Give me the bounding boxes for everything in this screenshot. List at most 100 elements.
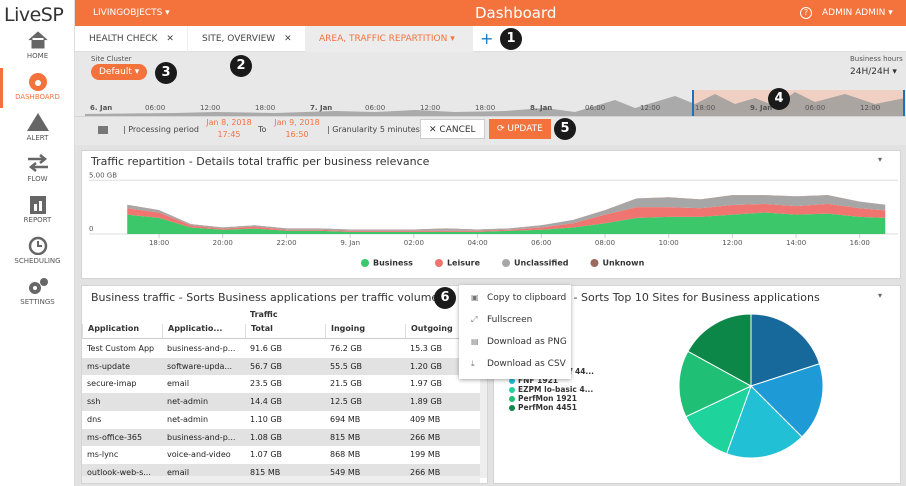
column-label: Ingoing	[331, 324, 366, 333]
cell: 815 MB	[250, 467, 281, 477]
label: | Granularity 5 minutes	[327, 125, 420, 134]
cell: outlook-web-s...	[87, 467, 151, 477]
timeline[interactable]: 6. Jan 06:00 12:00 18:00 7. Jan 06:00 12:00 18:…	[75, 90, 906, 116]
nav-label: HOME	[26, 52, 49, 60]
legend-item[interactable]: Leisure	[434, 259, 481, 268]
tab-bar: HEALTH CHECK ✕ SITE, OVERVIEW ✕ AREA, TR…	[75, 26, 906, 52]
processing-label: Processing period	[128, 125, 199, 134]
menu-item[interactable]: Fullscreen	[487, 315, 533, 325]
menu-icon: ⤓	[471, 359, 475, 368]
cell: 14.4 GB	[250, 397, 283, 407]
x-tick-label: 06:00	[531, 239, 551, 247]
nav-home[interactable]: HOME	[0, 30, 75, 60]
menu-item[interactable]: Download as CSV	[487, 359, 566, 369]
legend-label: Leisure	[447, 259, 481, 268]
button-label: UPDATE	[507, 124, 543, 134]
from-date[interactable]: Jan 8, 2018 17:45	[205, 118, 253, 139]
timeline-label: 7. Jan	[310, 104, 332, 112]
row-bg	[82, 375, 480, 394]
divider	[75, 116, 906, 117]
legend-marker	[509, 378, 515, 384]
timeline-label: 06:00	[365, 104, 385, 112]
cell: 55.5 GB	[330, 361, 363, 371]
cell: net-admin	[167, 397, 209, 407]
area-series	[127, 203, 886, 232]
panel-menu[interactable]: ▾	[878, 155, 883, 164]
panel-title: Traffic repartition - Details total traf…	[91, 155, 430, 168]
pie-slice	[750, 313, 821, 387]
nav-flow[interactable]: FLOW	[0, 153, 75, 183]
column-label: Applicatio...	[168, 324, 223, 333]
filter-area: Site Cluster Default ▾ 3 2 Business hour…	[75, 52, 906, 145]
nav-alert[interactable]: ALERT	[0, 112, 75, 142]
nav-scheduling[interactable]: SCHEDULING	[0, 235, 75, 265]
cell: 21.5 GB	[330, 379, 363, 389]
legend-item[interactable]: Unclassified	[502, 259, 569, 268]
to-date[interactable]: Jan 9, 2018 16:50	[272, 118, 322, 139]
business-hours-dropdown[interactable]: 24H/24H ▾	[850, 67, 897, 77]
add-tab[interactable]: +	[480, 29, 494, 48]
timeline-label: 9. Jan	[750, 104, 772, 112]
legend-label: PerfMon 4451	[518, 403, 577, 412]
legend-marker	[509, 387, 515, 393]
tab-label: SITE, OVERVIEW	[202, 34, 276, 44]
cell: ssh	[87, 397, 101, 407]
site-cluster-dropdown[interactable]: Default ▾	[91, 64, 148, 80]
page-title: Dashboard	[475, 4, 557, 22]
column-label: Total	[251, 324, 273, 333]
cell: 56.7 GB	[250, 361, 283, 371]
cancel-button[interactable]: ✕ CANCEL	[420, 119, 485, 139]
cell: 1.08 GB	[250, 432, 283, 442]
cell: software-upda...	[167, 361, 232, 371]
legend-label: Unknown	[602, 259, 644, 268]
cell: 23.5 GB	[250, 379, 283, 389]
legend-item[interactable]: Business	[361, 259, 413, 268]
area-series	[127, 212, 886, 234]
cell: email	[167, 467, 190, 477]
update-button[interactable]: ⟳ UPDATE	[489, 119, 551, 139]
column-header[interactable]: Total	[245, 324, 325, 339]
column-header[interactable]: Ingoing	[325, 324, 405, 339]
legend-label: EZPM lo-basic 4...	[518, 385, 593, 394]
nav-label: SCHEDULING	[14, 257, 61, 265]
legend-marker	[590, 259, 599, 267]
column-header[interactable]: Outgoing	[405, 324, 480, 339]
column-header[interactable]: Applicatio...	[162, 324, 245, 339]
tab-active[interactable]: AREA, TRAFFIC REPARTITION ▾	[305, 26, 473, 52]
legend-item[interactable]: Unknown	[590, 259, 645, 268]
calendar-icon	[98, 126, 108, 134]
timeline-label: 18:00	[695, 104, 715, 112]
column-header[interactable]: Application	[82, 324, 162, 339]
active-indicator	[0, 68, 3, 108]
row-bg	[82, 340, 480, 358]
nav-settings[interactable]: SETTINGS	[0, 276, 75, 306]
legend-label: PerfMon 1921	[518, 394, 577, 403]
scrollbar[interactable]	[82, 476, 480, 483]
cell: email	[167, 379, 190, 389]
time: 17:45	[217, 130, 241, 139]
cell: 1.07 GB	[250, 450, 283, 460]
menu-item[interactable]: Download as PNG	[487, 337, 567, 347]
legend-marker	[509, 396, 515, 402]
nav-dashboard[interactable]: DASHBOARD	[0, 71, 75, 101]
pie-slice	[750, 363, 824, 438]
menu-item[interactable]: Copy to clipboard	[487, 293, 567, 303]
nav-label: SETTINGS	[20, 298, 55, 306]
column-label: Outgoing	[411, 324, 453, 333]
user-menu[interactable]: ADMIN ADMIN ▾	[822, 8, 893, 18]
cell: 1.10 GB	[250, 414, 283, 424]
legend-label: Business	[373, 259, 413, 268]
scrollbar[interactable]	[480, 308, 487, 478]
nav-report[interactable]: REPORT	[0, 194, 75, 224]
cell: 694 MB	[330, 414, 361, 424]
tab[interactable]: HEALTH CHECK ✕	[89, 34, 174, 44]
panel-menu[interactable]: ▾	[878, 291, 883, 300]
cell: 868 MB	[330, 450, 361, 460]
user-name: ADMIN ADMIN	[822, 8, 886, 18]
column-label: Application	[88, 324, 140, 333]
menu-icon: ▤	[471, 337, 479, 346]
badge: 2	[230, 55, 252, 77]
help-icon[interactable]: ?	[800, 7, 812, 19]
tab[interactable]: SITE, OVERVIEW ✕	[187, 26, 305, 52]
org-selector[interactable]: LIVINGOBJECTS ▾	[93, 8, 170, 18]
